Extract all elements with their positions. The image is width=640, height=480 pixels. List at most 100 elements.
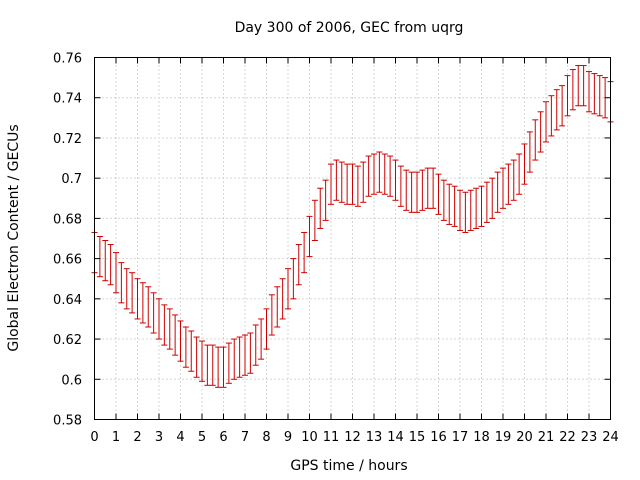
chart-title: Day 300 of 2006, GEC from uqrg [235, 20, 464, 36]
x-tick-label: 9 [284, 430, 292, 445]
x-tick-label: 23 [581, 430, 598, 445]
error-bar-point [263, 308, 270, 350]
error-bar-point [591, 73, 598, 115]
error-bar-point [172, 314, 179, 356]
error-bar-point [408, 171, 415, 213]
y-tick-label: 0.66 [53, 253, 82, 268]
y-tick-label: 0.68 [53, 212, 82, 227]
error-bar-point [365, 155, 372, 197]
error-bar-point [467, 189, 474, 231]
error-bar-point [322, 179, 329, 221]
error-bar-point [225, 342, 232, 384]
error-bar-point [295, 244, 302, 286]
error-bar-point [424, 167, 431, 209]
error-bar-point [311, 199, 318, 242]
error-bar-point [403, 169, 410, 211]
error-bar-point [553, 89, 560, 131]
error-bar-point [150, 292, 157, 334]
error-bar-point [489, 177, 496, 219]
error-bar-point [500, 167, 506, 209]
x-tick-label: 14 [387, 430, 404, 445]
error-bar-point [338, 161, 345, 203]
x-tick-label: 2 [133, 430, 141, 445]
error-bar-point [387, 155, 394, 197]
error-bar-point [166, 308, 173, 350]
error-bar-point [268, 294, 275, 336]
error-bar-point [349, 163, 356, 205]
x-tick-label: 19 [495, 430, 512, 445]
y-axis: 0.58 0.6 0.62 0.64 0.66 0.68 0.7 0.72 0.74 0.76 [53, 52, 611, 429]
error-bar-point [473, 187, 480, 229]
x-tick-label: 1 [112, 430, 120, 445]
error-bar-point [521, 143, 528, 185]
error-bar-point [215, 346, 222, 388]
error-bar-point [446, 183, 453, 225]
y-tick-label: 0.72 [53, 132, 82, 147]
error-bar-point [231, 338, 238, 380]
x-tick-label: 24 [602, 430, 619, 445]
error-bar-point [107, 244, 114, 286]
error-bar-point [113, 252, 119, 294]
error-bar-point [274, 286, 281, 328]
error-bar-point [392, 159, 399, 201]
error-bar-point [537, 111, 544, 153]
error-bar-point [532, 119, 539, 161]
x-tick-label: 0 [90, 430, 98, 445]
x-tick-label: 5 [198, 430, 206, 445]
error-bar-point [193, 336, 200, 378]
x-tick-label: 12 [344, 430, 361, 445]
error-bar-point [199, 340, 205, 382]
y-tick-label: 0.64 [53, 293, 82, 308]
error-bar-point [279, 278, 286, 320]
error-bar-point [559, 85, 566, 127]
error-bar-point [564, 75, 571, 117]
x-tick-label: 7 [241, 430, 249, 445]
x-tick-label: 17 [452, 430, 469, 445]
x-tick-label: 20 [516, 430, 533, 445]
x-tick-label: 8 [262, 430, 270, 445]
error-bar-point [139, 282, 146, 324]
error-bar-point [451, 185, 458, 227]
error-bar-point [596, 75, 603, 117]
error-bar-point [301, 231, 308, 274]
error-bar-point [161, 304, 168, 346]
y-tick-label: 0.62 [53, 333, 82, 348]
y-axis-title: Global Electron Content / GECUs [6, 124, 22, 351]
error-bar-point [354, 165, 361, 207]
error-bar-point [182, 326, 189, 368]
error-bar-point [580, 65, 587, 107]
error-bar-point [526, 131, 533, 173]
error-bar-point [204, 344, 211, 386]
x-tick-label: 18 [473, 430, 490, 445]
error-bar-point [543, 101, 549, 143]
error-bar-point [516, 153, 523, 195]
error-bar-point [376, 151, 383, 193]
x-tick-label: 4 [176, 430, 184, 445]
grid [94, 57, 611, 420]
error-bar-point [242, 334, 248, 376]
error-bar-point [220, 346, 227, 388]
error-bar-point [457, 189, 463, 231]
error-bar-point [247, 332, 254, 374]
error-bar-point [317, 187, 324, 229]
error-bar-point [548, 95, 555, 137]
error-bar-point [483, 181, 490, 223]
error-bar-point [118, 262, 125, 304]
error-bar-point [569, 69, 576, 111]
error-bar-point [381, 153, 388, 195]
y-tick-label: 0.7 [61, 172, 82, 187]
error-bars [91, 65, 614, 388]
error-bar-point [462, 191, 469, 233]
error-bar-point [435, 173, 442, 215]
error-bar-point [134, 278, 141, 320]
error-bar-point [102, 240, 109, 282]
error-bar-point [371, 153, 377, 195]
error-bar-point [510, 159, 517, 201]
error-bar-point [586, 71, 592, 113]
x-tick-label: 13 [366, 430, 383, 445]
x-tick-label: 11 [323, 430, 340, 445]
error-bar-point [440, 179, 447, 221]
x-tick-label: 15 [409, 430, 426, 445]
error-bar-point [188, 330, 195, 372]
x-tick-label: 16 [430, 430, 447, 445]
